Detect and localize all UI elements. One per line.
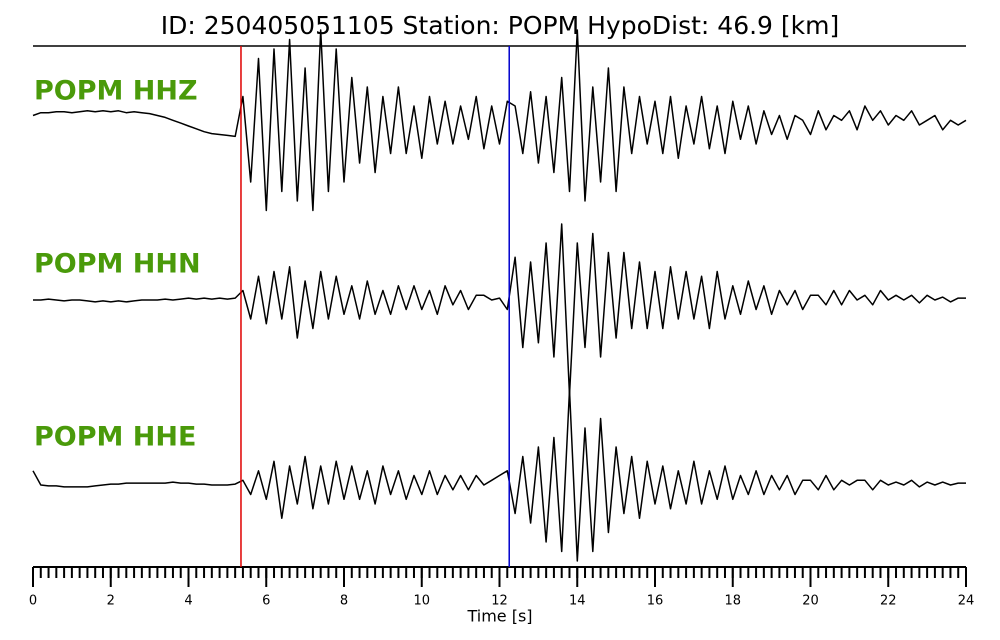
x-tick-label: 4 <box>184 594 192 609</box>
trace-label: POPM HHZ <box>34 76 198 107</box>
x-tick-label: 16 <box>647 594 664 609</box>
trace-label: POPM HHN <box>34 249 201 280</box>
x-axis-label: Time [s] <box>466 607 532 626</box>
x-tick-label: 18 <box>724 594 741 609</box>
trace <box>33 223 966 396</box>
x-tick-label: 12 <box>491 594 508 609</box>
trace <box>32 29 967 212</box>
x-tick-label: 20 <box>802 594 819 609</box>
x-tick-label: 8 <box>340 594 348 609</box>
x-tick-label: 24 <box>958 594 975 609</box>
trace <box>32 389 966 562</box>
x-tick-label: 0 <box>29 594 37 609</box>
x-tick-label: 22 <box>880 594 897 609</box>
x-tick-label: 10 <box>413 594 430 609</box>
trace-label: POPM HHE <box>34 422 196 453</box>
x-tick-label: 2 <box>107 594 115 609</box>
x-tick-label: 6 <box>262 594 270 609</box>
chart-title: ID: 250405051105 Station: POPM HypoDist:… <box>161 11 840 40</box>
x-tick-label: 14 <box>569 594 586 609</box>
